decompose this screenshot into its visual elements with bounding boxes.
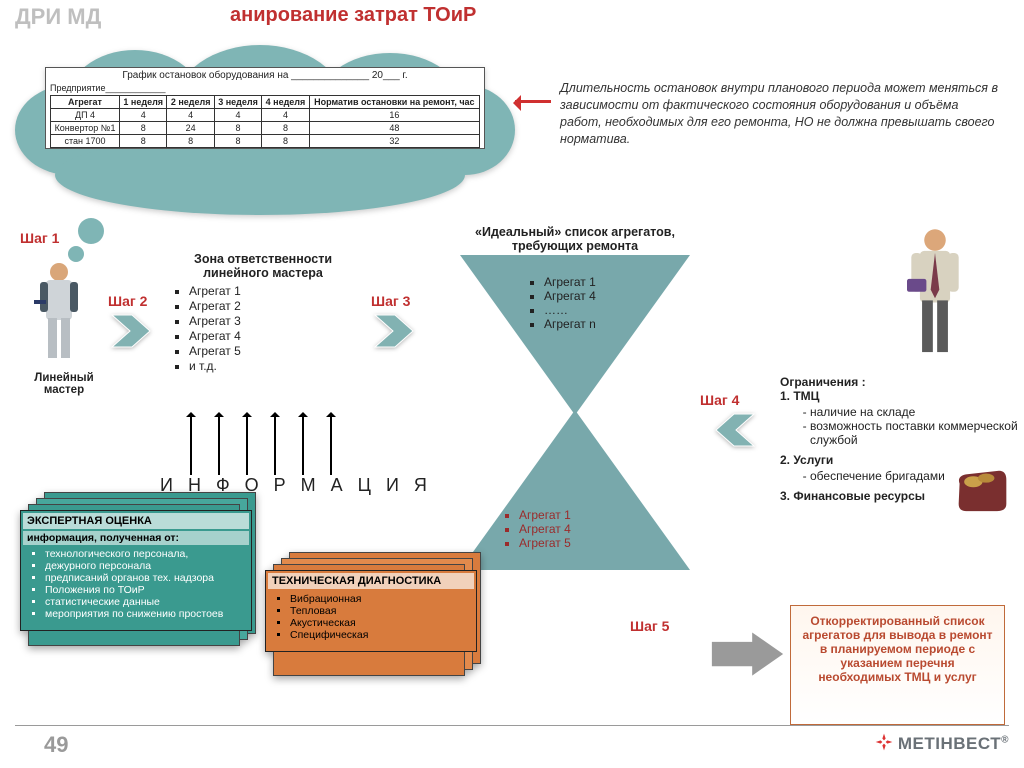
- list-item: предписаний органов тех. надзора: [45, 572, 241, 584]
- constr-1a: наличие на складе: [810, 405, 1020, 419]
- up-arrow-icon: [246, 415, 248, 475]
- list-item: Агрегат 1: [519, 508, 571, 522]
- chevron-left-icon: [706, 412, 756, 448]
- up-arrow-icon: [302, 415, 304, 475]
- table-cell: 8: [262, 135, 309, 148]
- list-item: статистические данные: [45, 596, 241, 608]
- list-item: Тепловая: [290, 605, 466, 617]
- list-item: Агрегат 4: [544, 289, 596, 303]
- col-header: 1 неделя: [120, 96, 167, 109]
- cloud-drip: [78, 218, 104, 244]
- worker-figure: [33, 260, 85, 370]
- table-cell: 8: [120, 122, 167, 135]
- expert-title: ЭКСПЕРТНАЯ ОЦЕНКА: [23, 513, 249, 529]
- step-5: Шаг 5: [630, 618, 669, 634]
- footer-rule: [15, 725, 1009, 726]
- list-item: Агрегат 4: [519, 522, 571, 536]
- col-header: 2 неделя: [167, 96, 214, 109]
- list-item: Агрегат 2: [189, 299, 353, 313]
- table-cell: 32: [309, 135, 479, 148]
- list-item: ……: [544, 303, 596, 317]
- table-cell: ДП 4: [51, 109, 120, 122]
- list-item: Вибрационная: [290, 593, 466, 605]
- chevron-icon: [373, 313, 423, 349]
- diag-stack: ТЕХНИЧЕСКАЯ ДИАГНОСТИКА ВибрационнаяТепл…: [265, 570, 480, 652]
- step-1: Шаг 1: [20, 230, 59, 246]
- wallet-icon: [955, 465, 1010, 515]
- list-item: Агрегат 1: [189, 284, 353, 298]
- table-cell: 8: [214, 122, 261, 135]
- col-header: Агрегат: [51, 96, 120, 109]
- cloud-shape: График остановок оборудования на _______…: [15, 45, 500, 220]
- page-title: анирование затрат ТОиР: [230, 4, 476, 27]
- list-item: Агрегат n: [544, 317, 596, 331]
- expert-subtitle: информация, полученная от:: [23, 531, 249, 545]
- expert-stack: ЭКСПЕРТНАЯ ОЦЕНКА информация, полученная…: [20, 510, 255, 631]
- brand-logo-icon: [874, 732, 894, 752]
- step-2: Шаг 2: [108, 293, 147, 309]
- list-item: мероприятия по снижению простоев: [45, 608, 241, 620]
- table-cell: 8: [262, 122, 309, 135]
- list-item: и т.д.: [189, 359, 353, 373]
- step-4: Шаг 4: [700, 392, 739, 408]
- list-item: Акустическая: [290, 617, 466, 629]
- list-item: Положения по ТОиР: [45, 584, 241, 596]
- page-number: 49: [44, 732, 68, 758]
- list-item: Специфическая: [290, 629, 466, 641]
- table-cell: 4: [167, 109, 214, 122]
- brand-text: МЕТІНВЕСТ: [898, 734, 1001, 753]
- up-arrow-icon: [330, 415, 332, 475]
- list-item: дежурного персонала: [45, 560, 241, 572]
- note-text: Длительность остановок внутри планового …: [560, 80, 1000, 148]
- table-cell: 4: [262, 109, 309, 122]
- table-cell: стан 1700: [51, 135, 120, 148]
- table-subtitle: Предприятие____________: [50, 83, 480, 93]
- table-cell: Конвертор №1: [51, 122, 120, 135]
- table-title: График остановок оборудования на _______…: [50, 70, 480, 81]
- list-item: Агрегат 5: [189, 344, 353, 358]
- red-arrow-icon: [505, 95, 551, 111]
- list-item: Агрегат 1: [544, 275, 596, 289]
- table-cell: 24: [167, 122, 214, 135]
- list-item: Агрегат 5: [519, 536, 571, 550]
- brand: МЕТІНВЕСТ®: [874, 732, 1009, 754]
- table-cell: 16: [309, 109, 479, 122]
- constr-1b: возможность поставки коммерческой службо…: [810, 419, 1020, 447]
- table-cell: 8: [167, 135, 214, 148]
- chevron-icon: [110, 313, 160, 349]
- header-left: ДРИ МД: [15, 4, 101, 30]
- step-3: Шаг 3: [371, 293, 410, 309]
- hourglass-top-list: Агрегат 1Агрегат 4……Агрегат n: [530, 275, 596, 331]
- manager-figure: [900, 225, 970, 365]
- worker-label: Линейный мастер: [20, 372, 108, 396]
- col-header: Норматив остановки на ремонт, час: [309, 96, 479, 109]
- big-arrow-icon: [710, 630, 785, 678]
- zone-title: Зона ответственности линейного мастера: [173, 252, 353, 280]
- up-arrow-icon: [274, 415, 276, 475]
- final-box: Откорректированный список агрегатов для …: [790, 605, 1005, 725]
- up-arrow-icon: [190, 415, 192, 475]
- zone-block: Зона ответственности линейного мастера А…: [173, 252, 353, 374]
- hourglass-bottom-list: Агрегат 1Агрегат 4Агрегат 5: [505, 508, 571, 550]
- table-cell: 8: [120, 135, 167, 148]
- constraints-title: Ограничения :: [780, 375, 1020, 389]
- col-header: 3 неделя: [214, 96, 261, 109]
- schedule-table: График остановок оборудования на _______…: [45, 67, 485, 149]
- table-cell: 4: [214, 109, 261, 122]
- col-header: 4 неделя: [262, 96, 309, 109]
- diag-title: ТЕХНИЧЕСКАЯ ДИАГНОСТИКА: [268, 573, 474, 589]
- constr-1: 1. ТМЦ: [780, 389, 1020, 403]
- up-arrow-icon: [218, 415, 220, 475]
- table-cell: 4: [120, 109, 167, 122]
- table-cell: 48: [309, 122, 479, 135]
- list-item: технологического персонала,: [45, 548, 241, 560]
- schedule-grid: Агрегат1 неделя2 неделя3 неделя4 неделяН…: [50, 95, 480, 148]
- list-item: Агрегат 3: [189, 314, 353, 328]
- table-cell: 8: [214, 135, 261, 148]
- list-item: Агрегат 4: [189, 329, 353, 343]
